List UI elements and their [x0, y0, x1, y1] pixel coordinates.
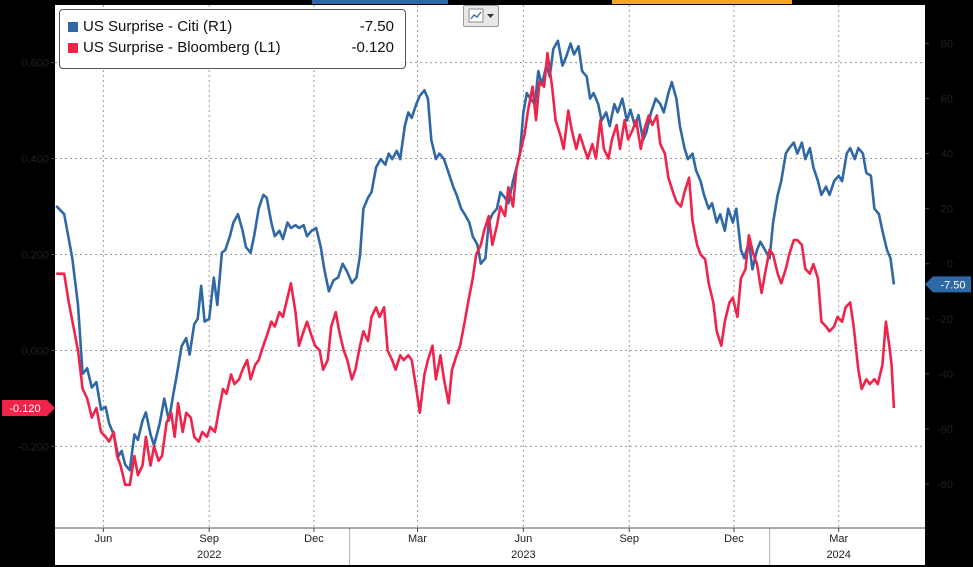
right-tick-label: 0: [947, 259, 953, 271]
legend-value-citi: -7.50: [359, 18, 394, 35]
bloomberg-last-value-label: -0.120: [9, 403, 40, 415]
left-tick-label: 0.600: [21, 58, 49, 70]
caret-down-icon: [487, 14, 494, 18]
x-tick-label: Jun: [514, 533, 532, 545]
right-tick-label: -20: [937, 314, 953, 326]
x-tick-label: Mar: [408, 533, 427, 545]
bloomberg-last-value-marker: [2, 400, 55, 417]
right-tick-label: -40: [937, 369, 953, 381]
top-tab-orange: [612, 0, 792, 4]
x-tick-label: Jun: [94, 533, 112, 545]
citi-last-value-label: -7.50: [940, 279, 965, 291]
series-line-bloomberg: [56, 51, 896, 487]
x-axis: Jun Sep Dec Mar Jun Sep Dec Mar 2022 2023 2024: [55, 527, 925, 565]
x-tick-label: Mar: [829, 533, 848, 545]
right-tick-label: -80: [937, 479, 953, 491]
left-tick-label: 0.200: [21, 250, 49, 262]
citi-last-value-marker: [925, 276, 971, 293]
legend-swatch-bloomberg: [68, 43, 78, 53]
right-tick-label: 20: [941, 204, 953, 216]
year-label: 2022: [197, 549, 221, 561]
series-line-citi: [55, 39, 896, 472]
legend-item-bloomberg[interactable]: US Surprise - Bloomberg (L1) -0.120: [68, 38, 398, 58]
grid-lines: [55, 5, 925, 528]
plot-area: [55, 5, 925, 528]
legend: US Surprise - Citi (R1) -7.50 US Surpris…: [59, 9, 406, 69]
year-label: 2023: [511, 549, 535, 561]
legend-swatch-citi: [68, 22, 78, 32]
right-tick-label: 80: [941, 39, 953, 51]
left-tick-label: -0.200: [18, 441, 49, 453]
legend-value-bloomberg: -0.120: [351, 39, 394, 56]
x-axis-band: [55, 528, 925, 565]
right-axis: 80 60 40 20 0 -20 -40 -60 -80: [925, 39, 953, 491]
left-axis: 0.600 0.400 0.200 0.000 -0.200: [18, 58, 55, 453]
x-tick-label: Dec: [724, 533, 744, 545]
x-tick-label: Sep: [619, 533, 639, 545]
x-tick-label: Sep: [199, 533, 219, 545]
left-tick-label: 0.400: [21, 154, 49, 166]
year-label: 2024: [826, 549, 850, 561]
legend-name-bloomberg: US Surprise - Bloomberg (L1): [83, 39, 281, 56]
legend-item-citi[interactable]: US Surprise - Citi (R1) -7.50: [68, 17, 398, 37]
line-chart-icon: [468, 8, 494, 23]
chart-type-button[interactable]: [463, 5, 499, 27]
right-tick-label: -60: [937, 424, 953, 436]
right-tick-label: 60: [941, 94, 953, 106]
x-tick-label: Dec: [304, 533, 324, 545]
right-tick-label: 40: [941, 149, 953, 161]
legend-name-citi: US Surprise - Citi (R1): [83, 18, 233, 35]
series-lines: [55, 39, 896, 487]
left-tick-label: 0.000: [21, 345, 49, 357]
last-value-markers: -7.50 -0.120: [2, 276, 971, 417]
top-tab-blue: [312, 0, 448, 4]
